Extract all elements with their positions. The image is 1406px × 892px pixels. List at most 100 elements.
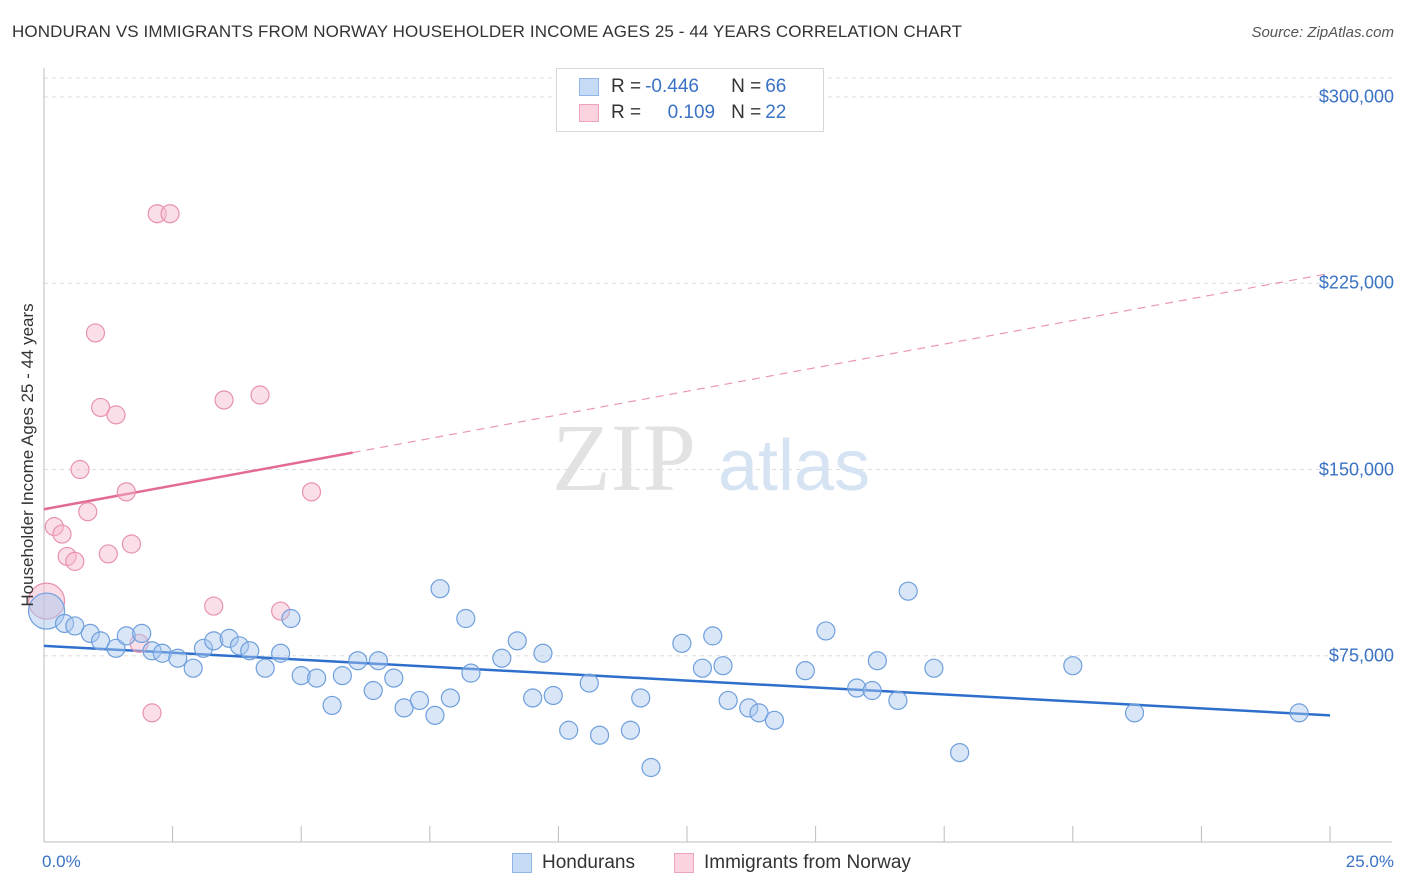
point-honduran-17 [255,658,275,678]
data-points [27,204,1309,778]
legend-swatch-blue [579,78,599,96]
point-honduran-20 [291,666,311,686]
point-honduran-51 [739,698,759,718]
trend-line-norway-dashed [352,272,1331,454]
point-honduran-28 [394,698,414,718]
point-honduran-40 [559,720,579,740]
point-honduran-39 [543,685,563,706]
legend-r-value: -0.446 [645,76,699,97]
point-norway-11 [116,482,136,502]
point-honduran-14 [219,628,239,648]
point-norway-19 [250,385,270,405]
series-legend: Hondurans Immigrants from Norway [0,852,1406,876]
point-honduran-0 [27,592,66,630]
legend-item-hondurans: Hondurans [512,852,635,874]
point-honduran-16 [240,641,260,661]
correlation-legend: R = -0.446 N = 66 R = 0.109 N = 22 [556,68,824,132]
point-honduran-26 [368,651,388,671]
point-honduran-42 [589,725,610,745]
watermark-atlas: atlas [718,426,870,506]
point-honduran-54 [795,661,815,681]
point-honduran-10 [168,648,188,668]
point-honduran-55 [816,621,836,641]
point-honduran-31 [430,579,450,599]
point-norway-16 [160,204,180,224]
point-honduran-43 [620,720,641,740]
point-honduran-58 [867,651,887,671]
source-credit: Source: ZipAtlas.com [1251,24,1394,41]
gridlines [44,77,1392,657]
point-honduran-64 [1124,703,1145,723]
point-honduran-52 [749,703,769,723]
y-tick-label-1: $225,000 [1318,272,1394,293]
y-tick-label-2: $150,000 [1318,459,1394,479]
point-honduran-56 [847,678,867,698]
point-honduran-35 [492,648,512,668]
legend-row-norway: R = 0.109 N = 22 [579,101,786,125]
point-norway-8 [90,397,111,418]
point-honduran-22 [322,695,342,716]
point-honduran-4 [90,631,111,651]
point-honduran-5 [106,638,126,658]
legend-label-norway: Immigrants from Norway [704,852,911,873]
point-honduran-57 [862,680,882,701]
x-tick-min: 0.0% [42,852,81,871]
point-honduran-33 [456,608,476,629]
point-honduran-62 [950,742,970,763]
point-norway-7 [85,323,106,343]
legend-label-hondurans: Hondurans [542,852,635,873]
point-honduran-61 [924,658,944,678]
point-honduran-48 [703,626,723,646]
point-norway-21 [301,482,322,502]
x-tick-max: 25.0% [1345,852,1394,871]
point-norway-9 [98,544,118,564]
point-norway-5 [70,459,90,480]
legend-n-label: N = [731,102,762,123]
point-honduran-41 [579,673,599,693]
legend-n-label: N = [731,76,762,97]
point-norway-1 [44,517,64,537]
point-honduran-36 [507,631,527,651]
point-honduran-19 [281,608,301,629]
legend-swatch-pink [579,104,599,122]
legend-swatch-hondurans [512,853,532,873]
trend-line-norway-solid [43,451,353,511]
point-honduran-53 [764,710,785,730]
point-honduran-15 [229,636,250,656]
point-norway-2 [52,524,72,544]
point-honduran-18 [271,643,291,663]
point-honduran-46 [672,633,692,653]
point-norway-10 [106,405,126,425]
y-tick-label-3: $75,000 [1328,645,1394,666]
watermark-zip: ZIP [552,404,696,511]
point-norway-4 [65,551,85,571]
point-honduran-21 [307,668,327,688]
y-tick-label-0: $300,000 [1318,86,1394,107]
point-honduran-59 [888,690,908,711]
point-honduran-60 [898,581,918,601]
point-norway-6 [78,502,98,522]
point-norway-12 [121,534,142,554]
y-axis-label: Householder Income Ages 25 - 44 years [18,303,37,607]
point-norway-20 [271,601,291,621]
point-honduran-37 [523,688,543,708]
point-honduran-49 [713,656,733,676]
point-honduran-3 [80,623,100,644]
trend-line-hondurans [43,644,1331,717]
legend-item-norway: Immigrants from Norway [674,852,911,874]
chart-title: HONDURAN VS IMMIGRANTS FROM NORWAY HOUSE… [12,22,963,41]
point-honduran-6 [116,626,136,646]
legend-n-value: 66 [765,76,787,97]
point-honduran-34 [461,663,481,683]
point-honduran-23 [332,666,352,686]
axes [43,68,1392,843]
legend-r-label: R = [611,102,642,123]
point-honduran-44 [631,688,651,708]
point-honduran-12 [193,638,214,658]
legend-r-value: 0.109 [667,102,716,123]
point-norway-14 [142,703,162,723]
point-honduran-65 [1289,703,1309,723]
legend-r-label: R = [611,76,642,97]
point-honduran-9 [152,643,172,663]
point-honduran-29 [409,690,430,711]
